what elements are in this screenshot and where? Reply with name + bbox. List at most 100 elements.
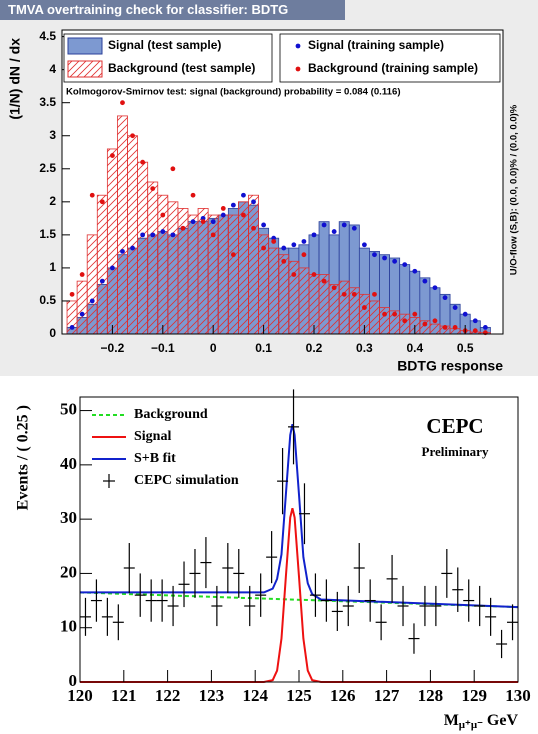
- point: [230, 252, 236, 258]
- data-point: [364, 579, 376, 622]
- point: [190, 192, 196, 198]
- data-point: [288, 389, 300, 465]
- bar: [268, 247, 280, 335]
- point: [392, 311, 398, 317]
- bar: [429, 323, 441, 335]
- point: [392, 258, 398, 264]
- x-tick-label: 128: [418, 686, 444, 705]
- data-point: [408, 623, 420, 654]
- x-tick-label: 130: [505, 686, 531, 705]
- point: [341, 222, 347, 228]
- point: [301, 239, 307, 244]
- point: [99, 199, 105, 205]
- plot-frame: [61, 29, 504, 335]
- data-point: [112, 604, 124, 641]
- data-point: [167, 585, 179, 627]
- bar: [147, 181, 159, 335]
- legend-marker: [295, 66, 301, 72]
- point: [422, 278, 428, 284]
- data-point: [90, 579, 102, 622]
- data-point: [233, 549, 245, 598]
- point: [362, 242, 367, 248]
- data-point: [342, 585, 354, 627]
- x-tick-label: 129: [461, 686, 487, 705]
- point: [110, 265, 115, 271]
- annotation-sub: Preliminary: [422, 444, 489, 459]
- point: [89, 192, 95, 198]
- bar: [278, 254, 290, 335]
- bar: [217, 214, 229, 335]
- title-bar: [0, 0, 345, 20]
- y-tick-label: 0: [69, 671, 78, 690]
- legend-label: Background (training sample): [308, 61, 478, 75]
- bar: [379, 307, 390, 335]
- bar: [86, 234, 98, 335]
- point: [432, 318, 438, 324]
- point: [190, 219, 196, 225]
- bar: [197, 208, 209, 335]
- y-tick-label: 30: [60, 508, 77, 527]
- x-tick-label: 125: [286, 686, 312, 705]
- point: [321, 278, 327, 284]
- data-point: [189, 549, 201, 598]
- point: [301, 252, 307, 258]
- y-axis-label: (1/N) dN / dx: [7, 38, 23, 120]
- point: [140, 159, 146, 165]
- point: [462, 311, 468, 317]
- point: [99, 278, 105, 284]
- x-tick-label: 126: [330, 686, 356, 705]
- y-tick-label: 50: [60, 399, 77, 418]
- point: [69, 291, 75, 297]
- point: [482, 324, 488, 330]
- data-point: [79, 597, 91, 636]
- data-point: [123, 543, 135, 593]
- legend-swatch: [67, 37, 103, 55]
- y-tick-label: 3: [49, 128, 56, 142]
- point: [442, 295, 448, 301]
- legend-label: S+B fit: [134, 451, 176, 466]
- point: [79, 311, 85, 317]
- x-tick-label: 120: [67, 686, 93, 705]
- point: [412, 311, 418, 317]
- point: [422, 321, 428, 327]
- point: [291, 242, 297, 248]
- x-tick-label: 0.2: [306, 341, 323, 355]
- legend-label: Signal: [134, 429, 171, 444]
- x-tick-label: 123: [199, 686, 225, 705]
- bar: [76, 280, 88, 335]
- x-tick-label: 124: [242, 686, 268, 705]
- legend-box: [279, 33, 501, 83]
- point: [472, 328, 478, 334]
- point: [110, 153, 115, 158]
- point: [382, 255, 387, 261]
- data-point: [452, 567, 464, 612]
- legend-swatch: [67, 60, 103, 78]
- data-point: [441, 549, 453, 598]
- bar: [127, 135, 138, 335]
- annotation-main: CEPC: [426, 414, 483, 438]
- point: [321, 222, 327, 228]
- curve: [80, 423, 519, 609]
- data-point: [222, 543, 234, 593]
- point: [291, 272, 297, 277]
- point: [170, 232, 176, 238]
- bar: [328, 284, 340, 335]
- legend-label: Background (test sample): [108, 61, 255, 75]
- point: [160, 212, 166, 218]
- x-axis-label: BDTG response: [397, 358, 503, 374]
- point: [331, 229, 337, 234]
- data-point: [375, 604, 387, 641]
- point: [241, 212, 246, 218]
- bar: [117, 115, 128, 335]
- data-point: [507, 604, 519, 641]
- bar: [237, 201, 249, 335]
- data-point: [496, 629, 508, 659]
- point: [351, 291, 357, 297]
- point: [351, 225, 357, 231]
- point: [69, 324, 75, 330]
- point: [170, 166, 176, 172]
- point: [271, 235, 277, 241]
- point: [402, 262, 408, 268]
